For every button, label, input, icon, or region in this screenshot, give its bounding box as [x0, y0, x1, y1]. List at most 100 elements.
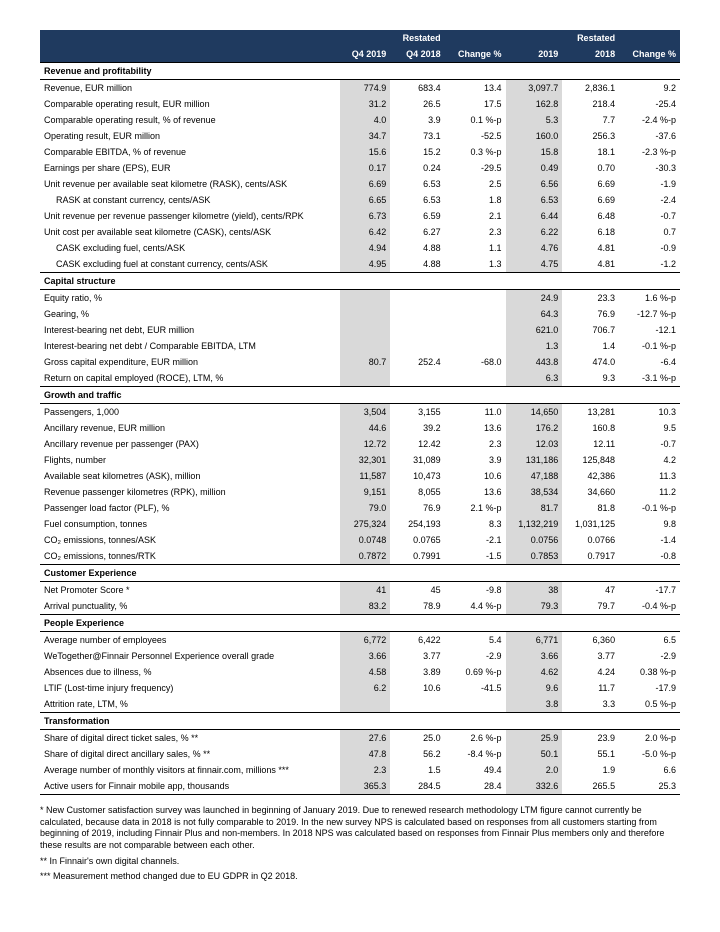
- table-row: Comparable operating result, EUR million…: [40, 96, 680, 112]
- cell: -1.5: [445, 548, 506, 565]
- cell: -0.7: [619, 436, 680, 452]
- cell: -0.1 %-p: [619, 338, 680, 354]
- table-row: CASK excluding fuel, cents/ASK4.944.881.…: [40, 240, 680, 256]
- cell: 0.7: [619, 224, 680, 240]
- cell: 4.81: [562, 256, 619, 273]
- cell: 3.9: [445, 452, 506, 468]
- cell: 24.9: [506, 290, 563, 307]
- cell: 15.2: [390, 144, 444, 160]
- cell: -25.4: [619, 96, 680, 112]
- table-row: Active users for Finnair mobile app, tho…: [40, 778, 680, 795]
- cell: 6.5: [619, 632, 680, 649]
- cell: 0.7872: [340, 548, 390, 565]
- table-row: Unit cost per available seat kilometre (…: [40, 224, 680, 240]
- cell: 73.1: [390, 128, 444, 144]
- cell: 1,132,219: [506, 516, 563, 532]
- cell: 474.0: [562, 354, 619, 370]
- row-label: WeTogether@Finnair Personnel Experience …: [40, 648, 340, 664]
- cell: 32,301: [340, 452, 390, 468]
- cell: 0.7917: [562, 548, 619, 565]
- table-row: Return on capital employed (ROCE), LTM, …: [40, 370, 680, 387]
- cell: 6,422: [390, 632, 444, 649]
- row-label: Fuel consumption, tonnes: [40, 516, 340, 532]
- cell: 2.0: [506, 762, 563, 778]
- cell: [340, 322, 390, 338]
- section-title: Transformation: [40, 713, 680, 730]
- section-header: Revenue and profitability: [40, 63, 680, 80]
- cell: 27.6: [340, 730, 390, 747]
- cell: 6.73: [340, 208, 390, 224]
- cell: -52.5: [445, 128, 506, 144]
- row-label: Average number of monthly visitors at fi…: [40, 762, 340, 778]
- cell: 64.3: [506, 306, 563, 322]
- cell: -17.9: [619, 680, 680, 696]
- cell: -0.1 %-p: [619, 500, 680, 516]
- table-row: Net Promoter Score *4145-9.83847-17.7: [40, 582, 680, 599]
- cell: 81.8: [562, 500, 619, 516]
- cell: 0.7853: [506, 548, 563, 565]
- col-change-y: Change %: [619, 46, 680, 63]
- cell: -30.3: [619, 160, 680, 176]
- cell: -2.4 %-p: [619, 112, 680, 128]
- col-q4-2018: Q4 2018: [390, 46, 444, 63]
- cell: 3.8: [506, 696, 563, 713]
- cell: [445, 290, 506, 307]
- cell: [390, 370, 444, 387]
- cell: 6,772: [340, 632, 390, 649]
- table-row: Unit revenue per revenue passenger kilom…: [40, 208, 680, 224]
- cell: 1.1: [445, 240, 506, 256]
- cell: -2.9: [445, 648, 506, 664]
- cell: 3,155: [390, 404, 444, 421]
- cell: 13.6: [445, 420, 506, 436]
- cell: 47.8: [340, 746, 390, 762]
- cell: [340, 370, 390, 387]
- cell: 0.0765: [390, 532, 444, 548]
- cell: 2.1: [445, 208, 506, 224]
- table-row: Average number of employees6,7726,4225.4…: [40, 632, 680, 649]
- cell: 2.0 %-p: [619, 730, 680, 747]
- cell: 6.65: [340, 192, 390, 208]
- cell: 45: [390, 582, 444, 599]
- row-label: Available seat kilometres (ASK), million: [40, 468, 340, 484]
- cell: -3.1 %-p: [619, 370, 680, 387]
- cell: -12.7 %-p: [619, 306, 680, 322]
- section-header: Customer Experience: [40, 565, 680, 582]
- row-label: Share of digital direct ticket sales, % …: [40, 730, 340, 747]
- cell: 81.7: [506, 500, 563, 516]
- section-title: Customer Experience: [40, 565, 680, 582]
- cell: 13.4: [445, 80, 506, 97]
- cell: 0.24: [390, 160, 444, 176]
- section-title: People Experience: [40, 615, 680, 632]
- cell: 6.18: [562, 224, 619, 240]
- cell: 11.0: [445, 404, 506, 421]
- row-label: Passengers, 1,000: [40, 404, 340, 421]
- cell: 18.1: [562, 144, 619, 160]
- cell: 15.6: [340, 144, 390, 160]
- table-row: WeTogether@Finnair Personnel Experience …: [40, 648, 680, 664]
- table-body: Revenue and profitabilityRevenue, EUR mi…: [40, 63, 680, 795]
- row-label: Flights, number: [40, 452, 340, 468]
- cell: 11.7: [562, 680, 619, 696]
- cell: 12.11: [562, 436, 619, 452]
- cell: 256.3: [562, 128, 619, 144]
- cell: 4.88: [390, 240, 444, 256]
- cell: 4.94: [340, 240, 390, 256]
- table-row: LTIF (Lost-time injury frequency)6.210.6…: [40, 680, 680, 696]
- cell: 1.9: [562, 762, 619, 778]
- cell: 0.1 %-p: [445, 112, 506, 128]
- cell: 2.3: [445, 436, 506, 452]
- cell: [390, 306, 444, 322]
- cell: 49.4: [445, 762, 506, 778]
- cell: 2.5: [445, 176, 506, 192]
- row-label: Earnings per share (EPS), EUR: [40, 160, 340, 176]
- cell: 23.9: [562, 730, 619, 747]
- cell: 6.69: [340, 176, 390, 192]
- cell: 56.2: [390, 746, 444, 762]
- cell: -0.7: [619, 208, 680, 224]
- cell: 44.6: [340, 420, 390, 436]
- cell: 3.77: [390, 648, 444, 664]
- cell: 6.44: [506, 208, 563, 224]
- footnote-1: * New Customer satisfaction survey was l…: [40, 805, 680, 852]
- section-title: Capital structure: [40, 273, 680, 290]
- cell: 4.24: [562, 664, 619, 680]
